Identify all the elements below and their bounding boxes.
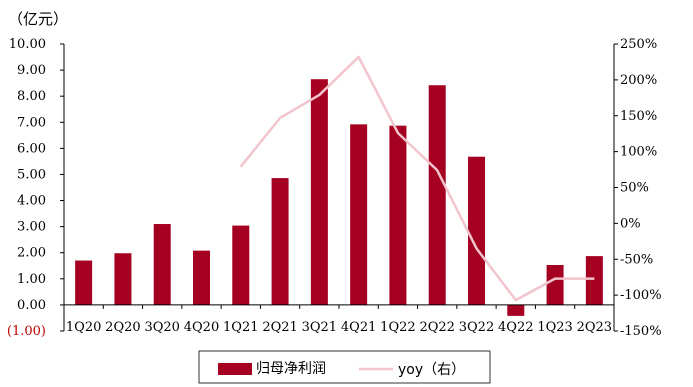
x-axis-category-label: 2Q20: [105, 320, 140, 335]
x-axis: 1Q20 2Q20 3Q20 4Q20 1Q21 2Q21 3Q21 4Q21 1Q22 2Q22…: [63, 304, 615, 335]
bar: [271, 178, 289, 305]
x-axis-category-label: 3Q21: [302, 320, 337, 335]
left-axis-tick-label: 10.00: [9, 37, 46, 52]
x-axis-category-label: 3Q22: [459, 320, 494, 335]
bar: [350, 124, 368, 305]
yoy-line: [239, 55, 595, 302]
right-axis-tick-label: 50%: [620, 181, 649, 196]
left-axis-unit-label: （亿元）: [8, 10, 68, 28]
x-axis-category-label: 2Q22: [419, 320, 454, 335]
bar-series: [75, 79, 603, 316]
left-axis-tick-label: 1.00: [17, 272, 46, 287]
left-axis: (1.00) 0.00 1.00 2.00 3.00 4.00 5.00 6.00 7.00 8.…: [7, 37, 65, 339]
legend-bar-label: 归母净利润: [256, 360, 326, 377]
bar: [310, 79, 328, 305]
left-axis-tick-label: 5.00: [17, 167, 46, 182]
x-axis-category-label: 3Q20: [144, 320, 179, 335]
right-axis: -150% -100% -50% 0% 50% 100% 150% 200% 250%: [613, 37, 662, 339]
bar: [389, 125, 407, 305]
x-axis-category-label: 1Q22: [380, 320, 415, 335]
x-axis-category-label: 1Q23: [537, 320, 572, 335]
bar: [232, 225, 250, 305]
bar: [153, 224, 171, 305]
right-axis-tick-label: 250%: [620, 37, 657, 52]
right-axis-tick-label: 100%: [620, 145, 657, 160]
right-axis-tick-label: -50%: [620, 252, 653, 267]
x-axis-category-label: 2Q23: [577, 320, 612, 335]
right-axis-tick-label: -150%: [620, 324, 662, 339]
bar: [585, 256, 603, 305]
right-axis-tick-label: 150%: [620, 109, 657, 124]
bar: [468, 156, 485, 305]
x-axis-category-label: 1Q20: [66, 320, 101, 335]
right-axis-tick-label: 0%: [620, 216, 641, 231]
x-axis-category-label: 1Q21: [223, 320, 258, 335]
right-axis-tick-label: 200%: [620, 73, 657, 88]
bar: [114, 253, 132, 305]
left-axis-tick-label: 6.00: [17, 141, 46, 156]
bar: [507, 304, 525, 316]
left-axis-tick-label: 9.00: [17, 63, 46, 78]
left-axis-tick-label: 8.00: [17, 89, 46, 104]
left-axis-tick-label: (1.00): [7, 324, 46, 339]
left-axis-tick-label: 2.00: [17, 246, 46, 261]
left-axis-tick-label: 3.00: [17, 220, 46, 235]
bar: [428, 85, 446, 305]
legend-bar-swatch: [218, 363, 252, 375]
left-axis-tick-label: 4.00: [17, 194, 46, 209]
left-axis-tick-label: 0.00: [17, 298, 46, 313]
x-axis-category-label: 4Q21: [341, 320, 376, 335]
x-axis-category-label: 4Q20: [184, 320, 219, 335]
legend-line-label: yoy（右）: [398, 362, 465, 378]
right-axis-tick-label: -100%: [620, 288, 662, 303]
x-axis-category-label: 2Q21: [262, 320, 297, 335]
bar: [193, 250, 210, 305]
bar: [546, 264, 564, 305]
left-axis-tick-label: 7.00: [17, 115, 46, 130]
line-series: [239, 55, 595, 302]
legend: 归母净利润 yoy（右）: [198, 350, 491, 384]
x-axis-category-label: 4Q22: [498, 320, 533, 335]
bar: [75, 260, 93, 305]
